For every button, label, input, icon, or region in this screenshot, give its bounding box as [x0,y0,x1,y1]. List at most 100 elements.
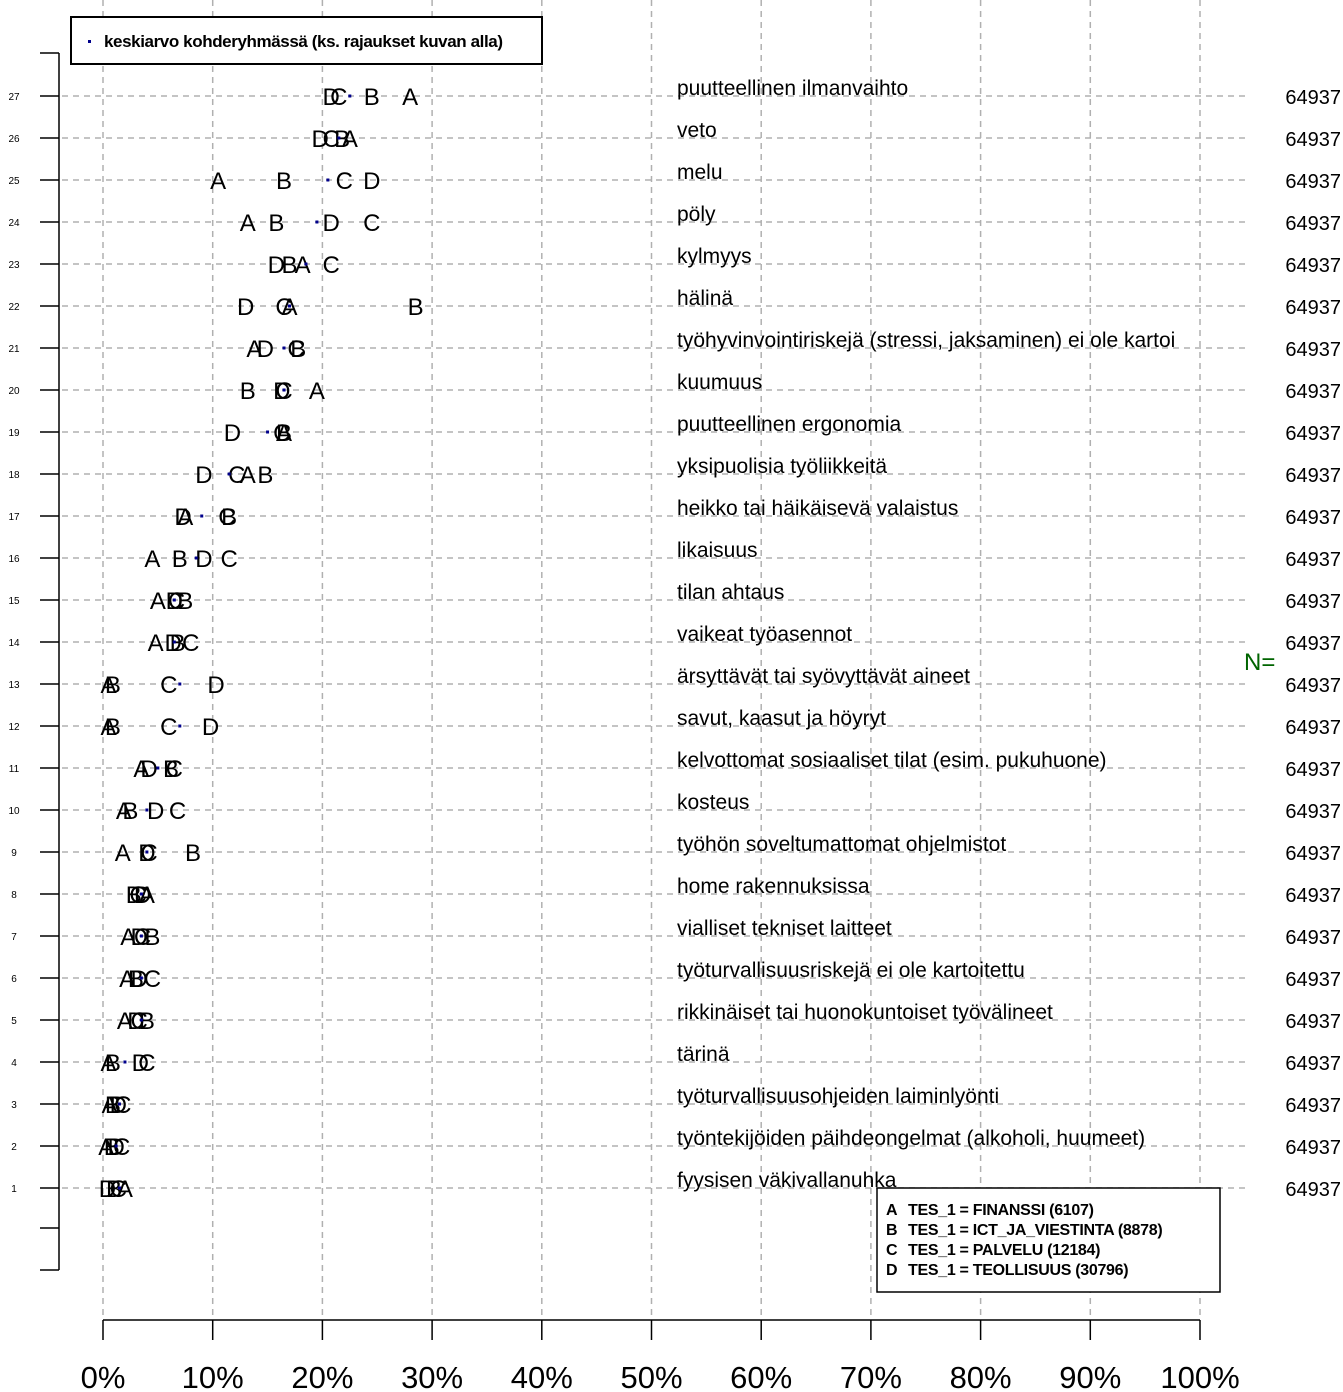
group-point-A: A [210,168,226,195]
group-point-D: D [323,84,340,111]
row-17: 17 D CB A heikko tai häikäisevä valaistus 649… [8,497,1341,531]
row-label: vialliset tekniset laitteet [677,917,892,940]
row-n: 64937 [1285,549,1341,571]
group-point-C: C [160,672,177,699]
group-point-A: A [116,798,132,825]
group-point-A: A [139,882,155,909]
mean-point [172,640,176,644]
group-legend-letter-C: C [886,1242,898,1259]
group-point-A: A [150,588,166,615]
group-point-B: B [172,546,188,573]
row-n: 64937 [1285,255,1341,277]
group-point-D: D [147,798,164,825]
row-number: 22 [8,302,20,313]
row-label: likaisuus [677,539,758,562]
group-point-A: A [144,546,160,573]
group-point-D: D [131,924,148,951]
row-n: 64937 [1285,801,1341,823]
group-point-D: D [174,504,191,531]
mean-point [139,976,143,980]
group-point-D: D [132,1050,149,1077]
group-point-B: B [268,210,284,237]
row-12: 12 DC BA savut, kaasut ja höyryt 64937 [8,707,1341,741]
groups-legend: A TES_1 = FINANSSI (6107) B TES_1 = ICT_JA_… [876,1187,1221,1293]
row-number: 7 [11,932,17,943]
x-tick-label: 90% [1059,1360,1121,1392]
row-number: 3 [11,1100,17,1111]
x-tick-label: 20% [291,1360,353,1392]
x-tick-label: 50% [620,1360,682,1392]
marker-legend-label: keskiarvo kohderyhmässä (ks. rajaukset k… [104,32,503,51]
row-number: 18 [8,470,20,481]
group-point-B: B [128,966,144,993]
row-label: puutteellinen ilmanvaihto [677,77,908,100]
group-point-A: A [117,1008,133,1035]
group-point-B: B [104,1134,120,1161]
row-number: 8 [11,890,17,901]
group-point-A: A [115,840,131,867]
group-point-D: D [195,462,212,489]
group-point-C: C [144,966,161,993]
group-point-A: A [342,126,358,153]
group-point-A: A [177,504,193,531]
group-point-C: C [114,1092,131,1119]
group-point-A: A [295,252,311,279]
grid-lines [102,0,1201,1315]
group-point-A: A [102,1092,118,1119]
group-point-B: B [177,588,193,615]
mean-point [139,892,143,896]
row-n: 64937 [1285,1179,1341,1201]
group-point-B: B [185,840,201,867]
row-number: 16 [8,554,20,565]
row-n: 64937 [1285,339,1341,361]
group-point-A: A [100,1050,116,1077]
row-n: 64937 [1285,381,1341,403]
group-point-D: D [237,294,254,321]
row-number: 2 [11,1142,17,1153]
row-n: 64937 [1285,969,1341,991]
mean-point [145,808,149,812]
group-point-C: C [168,588,185,615]
group-point-C: C [169,798,186,825]
row-n: 64937 [1285,591,1341,613]
row-label: työntekijöiden päihdeongelmat (alkoholi,… [677,1127,1145,1150]
group-point-C: C [131,1008,148,1035]
group-point-B: B [276,420,292,447]
group-point-D: D [131,966,148,993]
groups-legend-box [876,1187,1221,1293]
row-number: 23 [8,260,20,271]
marker-legend-box [70,16,543,65]
group-point-C: C [138,1050,155,1077]
row-label: kuumuus [677,371,762,394]
group-point-B: B [122,798,138,825]
x-tick-label: 100% [1160,1360,1239,1392]
group-point-D: D [257,336,274,363]
group-point-A: A [402,84,418,111]
row-label: työturvallisuusohjeiden laiminlyönti [677,1085,999,1108]
row-number: 17 [8,512,20,523]
group-point-B: B [163,756,179,783]
mean-point [227,472,231,476]
group-point-D: D [207,672,224,699]
mean-point [145,850,149,854]
x-tick-label: 0% [81,1360,126,1392]
x-tick-label: 80% [950,1360,1012,1392]
mean-point [123,1060,127,1064]
row-number: 20 [8,386,20,397]
group-point-D: D [140,756,157,783]
group-point-B: B [221,504,237,531]
row-label: heikko tai häikäisevä valaistus [677,497,958,520]
group-point-B: B [105,1050,121,1077]
group-point-A: A [100,714,116,741]
row-number: 9 [11,848,17,859]
row-number: 27 [8,92,20,103]
row-18: 18 D C BA yksipuolisia työliikkeitä 64937 [8,455,1341,489]
row-n: 64937 [1285,759,1341,781]
group-point-A: A [246,336,262,363]
row-n: 64937 [1285,843,1341,865]
group-point-C: C [129,882,146,909]
